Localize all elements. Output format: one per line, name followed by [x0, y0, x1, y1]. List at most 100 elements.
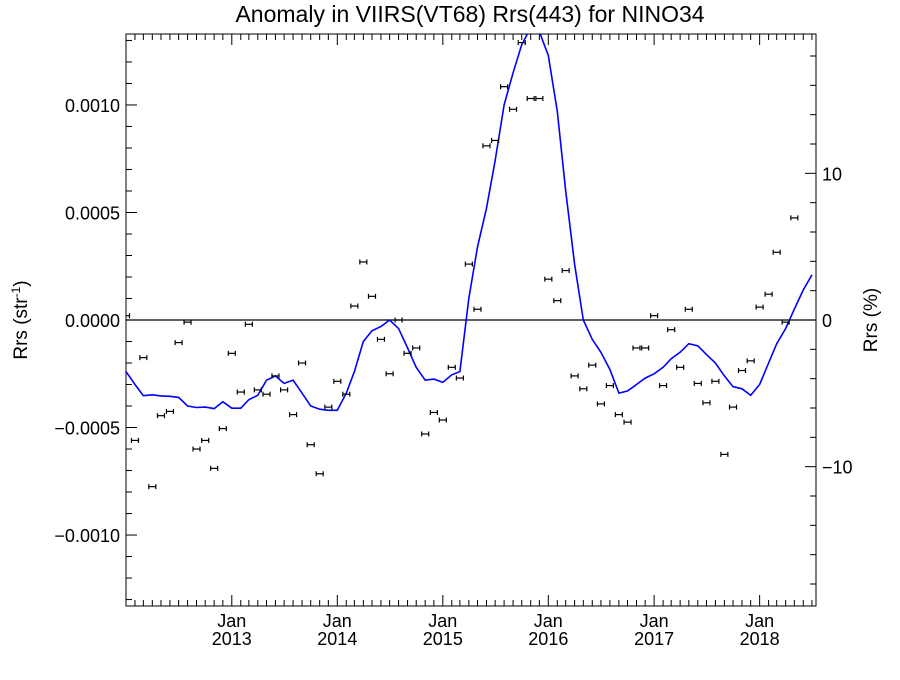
left-axis-label: Rrs (str-1)	[9, 280, 32, 359]
error-point	[447, 364, 456, 370]
error-point	[183, 319, 192, 325]
right-tick-label: 10	[822, 164, 842, 184]
error-point	[429, 409, 438, 415]
error-point	[324, 404, 333, 410]
error-point	[262, 391, 271, 397]
error-point	[464, 261, 473, 267]
error-point	[772, 249, 781, 255]
error-point	[403, 350, 412, 356]
error-point	[746, 358, 755, 364]
error-point	[684, 306, 693, 312]
error-point	[676, 364, 685, 370]
error-point	[192, 446, 201, 452]
error-point	[359, 259, 368, 265]
error-point	[737, 368, 747, 374]
error-point	[394, 317, 403, 323]
error-point	[280, 387, 289, 393]
error-point	[227, 350, 236, 356]
error-point	[711, 378, 720, 384]
error-point	[218, 426, 227, 432]
error-point	[367, 293, 377, 299]
error-point	[455, 375, 464, 381]
right-tick-label: 0	[822, 311, 832, 331]
error-point	[130, 437, 140, 443]
error-point	[605, 383, 614, 389]
anomaly-line	[126, 34, 813, 412]
x-tick-label-year: 2018	[740, 629, 780, 649]
left-axis-label-superscript: -1	[9, 286, 23, 297]
error-point	[508, 106, 518, 112]
error-point	[174, 340, 183, 346]
error-point	[244, 321, 253, 327]
error-point	[473, 306, 482, 312]
right-tick-label: −10	[822, 458, 853, 478]
error-point	[165, 408, 175, 414]
error-point	[156, 413, 166, 419]
error-point	[658, 383, 668, 389]
error-point	[148, 484, 157, 490]
left-tick-label: 0.0010	[65, 96, 120, 116]
error-point	[570, 373, 579, 379]
error-point	[561, 268, 570, 274]
error-point	[544, 276, 553, 282]
left-tick-label: 0.0005	[65, 203, 120, 223]
error-point	[764, 291, 773, 297]
error-point	[412, 345, 421, 351]
error-point	[526, 96, 535, 102]
error-point	[535, 96, 544, 102]
left-tick-label: −0.0005	[54, 419, 120, 439]
error-point	[253, 387, 262, 393]
error-point	[579, 386, 588, 392]
error-point	[438, 417, 447, 423]
error-point	[288, 412, 298, 418]
left-tick-label: −0.0010	[54, 526, 120, 546]
left-axis-label-close: )	[11, 280, 32, 286]
error-point	[482, 143, 491, 149]
x-tick-label-month: Jan	[323, 611, 352, 631]
error-point	[499, 84, 509, 90]
error-point	[720, 451, 729, 457]
error-point	[201, 437, 210, 443]
x-tick-label-month: Jan	[745, 611, 774, 631]
error-point	[667, 327, 676, 333]
error-point	[376, 336, 386, 342]
error-point	[306, 442, 315, 448]
x-tick-label-month: Jan	[217, 611, 246, 631]
x-tick-label-month: Jan	[534, 611, 563, 631]
error-point	[781, 319, 790, 325]
left-axis-label-text: Rrs (str	[11, 297, 32, 360]
error-point	[650, 313, 659, 319]
error-point	[271, 373, 280, 379]
right-axis-label: Rrs (%)	[861, 288, 882, 352]
error-point	[614, 412, 623, 418]
error-point	[315, 471, 324, 477]
error-point	[790, 215, 799, 221]
plot-area: 0.0010 0.0005 0.0000 −0.0005 −0.0010 10 0 −10 Ja…	[54, 33, 853, 649]
error-point	[385, 371, 394, 377]
error-point	[553, 298, 562, 304]
error-point	[139, 355, 148, 361]
left-tick-label: 0.0000	[65, 311, 120, 331]
x-tick-label-year: 2014	[317, 629, 357, 649]
error-point	[728, 404, 738, 410]
error-point	[702, 400, 711, 406]
x-tick-label-month: Jan	[428, 611, 457, 631]
error-point	[588, 362, 597, 368]
x-tick-label-year: 2017	[634, 629, 674, 649]
error-point	[236, 389, 245, 395]
error-point	[632, 345, 641, 351]
error-point	[126, 313, 131, 319]
error-point	[491, 137, 500, 143]
error-point	[623, 419, 632, 425]
chart-title: Anomaly in VIIRS(VT68) Rrs(443) for NINO…	[235, 1, 704, 27]
x-tick-label-month: Jan	[640, 611, 669, 631]
x-tick-label-year: 2013	[212, 629, 252, 649]
error-point	[333, 378, 342, 384]
error-point	[421, 431, 430, 437]
error-point	[693, 380, 702, 386]
error-point	[641, 345, 650, 351]
error-point	[350, 303, 359, 309]
error-point	[210, 465, 219, 471]
